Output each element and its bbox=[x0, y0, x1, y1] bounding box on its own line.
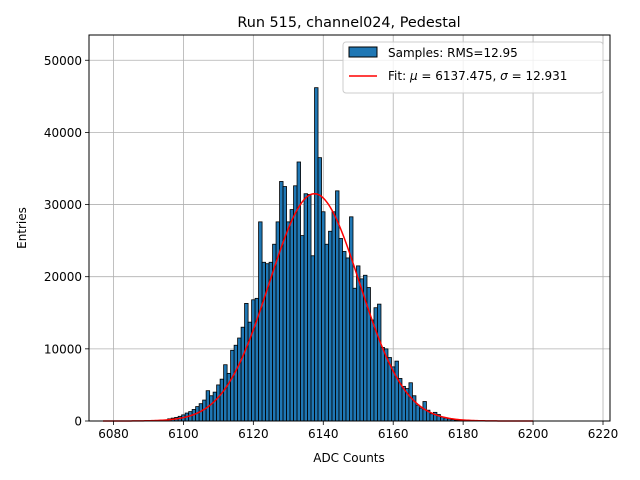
x-tick-label: 6160 bbox=[378, 427, 409, 441]
histogram-bar bbox=[342, 251, 347, 422]
histogram-bar bbox=[282, 186, 287, 422]
histogram-bar bbox=[331, 211, 336, 422]
histogram-bar bbox=[237, 337, 242, 422]
histogram-bar bbox=[401, 385, 406, 422]
y-tick-label: 20000 bbox=[44, 270, 82, 284]
x-tick-label: 6140 bbox=[308, 427, 339, 441]
histogram-bar bbox=[303, 193, 308, 422]
histogram-bar bbox=[240, 326, 246, 422]
x-tick-label: 6080 bbox=[98, 427, 129, 441]
histogram-bar bbox=[279, 181, 284, 422]
x-tick-label: 6120 bbox=[238, 427, 269, 441]
y-tick-label: 10000 bbox=[44, 342, 82, 356]
x-tick-label: 6200 bbox=[518, 427, 549, 441]
histogram-bar bbox=[419, 407, 424, 422]
histogram-bar bbox=[209, 395, 214, 422]
histogram-bar bbox=[258, 221, 263, 422]
histogram-bar bbox=[296, 161, 301, 422]
histogram-bar bbox=[408, 382, 413, 422]
histogram-bar bbox=[212, 391, 218, 422]
histogram-bars bbox=[167, 87, 466, 422]
histogram-bar bbox=[261, 261, 266, 422]
histogram-bar bbox=[380, 347, 385, 422]
histogram-bar bbox=[317, 157, 322, 422]
histogram-bar bbox=[415, 404, 420, 422]
legend: Samples: RMS=12.95 Fit: μ = 6137.475, σ … bbox=[342, 41, 604, 94]
histogram-bar bbox=[300, 235, 305, 422]
y-tick-label: 30000 bbox=[44, 198, 82, 212]
legend-box bbox=[342, 41, 604, 94]
histogram-bar bbox=[356, 265, 361, 422]
histogram-bar bbox=[289, 209, 294, 422]
histogram-bar bbox=[345, 257, 350, 422]
chart-title: Run 515, channel024, Pedestal bbox=[237, 15, 460, 31]
histogram-bar bbox=[268, 261, 273, 422]
y-tick-label: 50000 bbox=[44, 54, 82, 68]
y-axis-ticks: 0 10000 20000 30000 40000 50000 bbox=[44, 54, 89, 429]
histogram-bar bbox=[338, 238, 343, 422]
histogram-bar bbox=[328, 230, 333, 422]
histogram-bar bbox=[324, 243, 329, 422]
histogram-bar bbox=[216, 384, 221, 422]
histogram-bar bbox=[310, 255, 315, 422]
y-axis-label: Entries bbox=[15, 207, 29, 249]
y-tick-label: 0 bbox=[74, 415, 82, 429]
histogram-bar bbox=[233, 344, 239, 422]
histogram-bar bbox=[307, 194, 312, 422]
histogram-bar bbox=[230, 349, 235, 422]
x-tick-label: 6180 bbox=[448, 427, 479, 441]
histogram-bar bbox=[377, 303, 382, 422]
legend-hist-swatch bbox=[348, 46, 378, 58]
x-tick-label: 6220 bbox=[588, 427, 619, 441]
fit-curve bbox=[102, 192, 534, 422]
legend-fit-label: Fit: μ = 6137.475, σ = 12.931 bbox=[388, 69, 567, 83]
x-tick-label: 6100 bbox=[168, 427, 199, 441]
histogram-bar bbox=[321, 211, 326, 422]
histogram-bar bbox=[293, 185, 298, 422]
histogram-bar bbox=[244, 302, 249, 422]
histogram-bar bbox=[370, 319, 375, 422]
histogram-bar bbox=[352, 287, 357, 422]
histogram-bar bbox=[251, 299, 256, 422]
x-axis-label: ADC Counts bbox=[313, 451, 385, 465]
legend-hist-label: Samples: RMS=12.95 bbox=[388, 46, 518, 60]
histogram-bar bbox=[394, 360, 399, 422]
histogram-bar bbox=[359, 278, 364, 422]
histogram-bar bbox=[223, 364, 228, 422]
histogram-bar bbox=[429, 413, 434, 422]
y-tick-label: 40000 bbox=[44, 126, 82, 140]
plot-frame bbox=[88, 34, 611, 422]
histogram-bar bbox=[286, 221, 291, 422]
histogram-bar bbox=[349, 216, 354, 422]
x-axis-ticks: 6080 6100 6120 6140 6160 6180 6200 6220 bbox=[98, 421, 618, 441]
histogram-bar bbox=[422, 401, 427, 422]
histogram-bar bbox=[314, 87, 319, 422]
histogram-bar bbox=[219, 378, 225, 422]
